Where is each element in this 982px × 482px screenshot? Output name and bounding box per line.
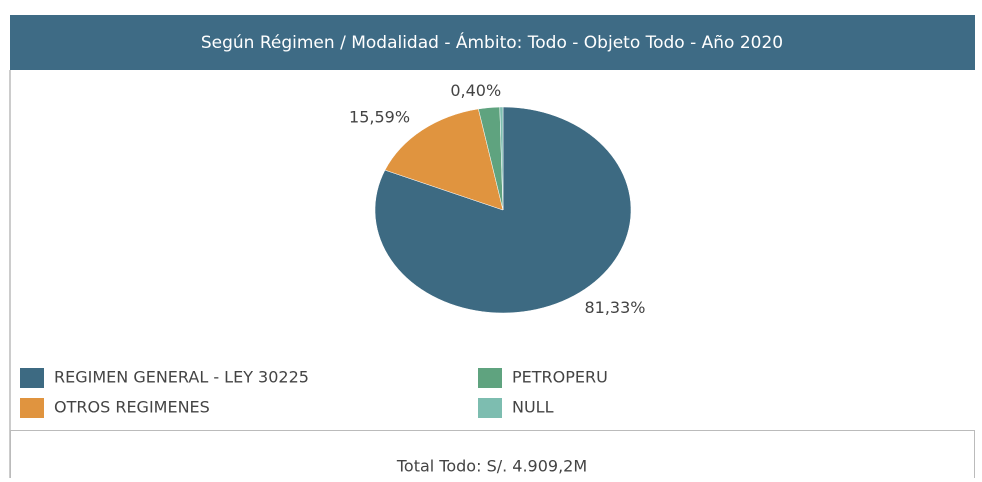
footer-box (10, 430, 975, 482)
chart-title: Según Régimen / Modalidad - Ámbito: Todo… (201, 31, 783, 53)
pie-slice (499, 106, 504, 211)
legend-label: PETROPERU (512, 368, 608, 387)
legend-label: OTROS REGIMENES (54, 398, 210, 417)
legend-label: REGIMEN GENERAL - LEY 30225 (54, 368, 309, 387)
slice-label: 81,33% (584, 298, 645, 317)
slice-label: 0,40% (450, 81, 501, 100)
legend-swatch (20, 398, 44, 418)
header-bar (10, 15, 975, 70)
legend-swatch (478, 368, 502, 388)
legend-swatch (20, 368, 44, 388)
slice-label: 15,59% (349, 108, 410, 127)
legend-swatch (478, 398, 502, 418)
pie-slice (384, 108, 504, 211)
legend-label: NULL (512, 398, 554, 417)
total-label: Total Todo: S/. 4.909,2M (396, 457, 587, 476)
